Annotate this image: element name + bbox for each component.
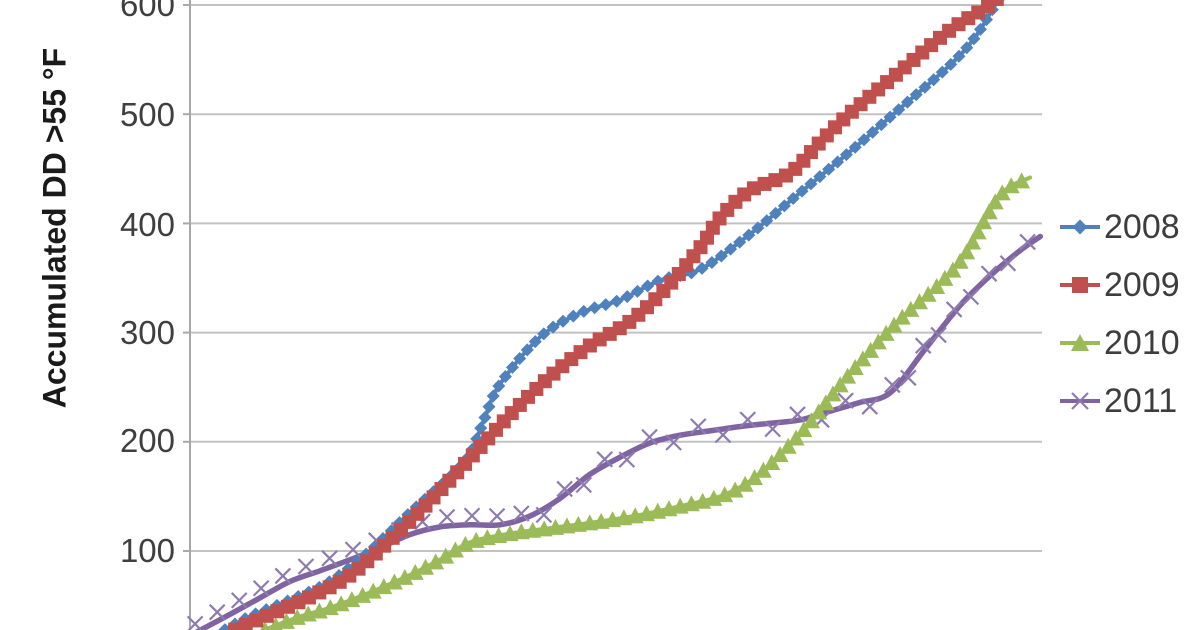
legend-item-2011: 2011 [1058, 372, 1180, 430]
legend-item-label: 2008 [1104, 207, 1180, 246]
triangle-marker-icon [1060, 334, 1100, 351]
legend-item-label: 2011 [1104, 381, 1178, 420]
series-2009 [228, 0, 1004, 630]
y-tick-300: 300 [119, 314, 175, 351]
x-marker-icon [1060, 392, 1100, 410]
legend: 2008 2009 2010 2011 [1058, 198, 1180, 430]
gridlines [183, 4, 1042, 552]
series-2011 [186, 233, 1044, 630]
square-marker-icon [1060, 277, 1100, 293]
y-tick-100: 100 [119, 532, 175, 569]
y-tick-600: 600 [119, 0, 175, 23]
y-tick-400: 400 [119, 206, 175, 243]
series-2010 [260, 172, 1033, 630]
diamond-marker-icon [1060, 219, 1100, 235]
legend-item-2010: 2010 [1058, 314, 1180, 372]
legend-item-2009: 2009 [1058, 256, 1180, 314]
legend-item-2008: 2008 [1058, 198, 1180, 256]
series-2008 [218, 0, 1005, 630]
legend-item-label: 2010 [1104, 323, 1180, 362]
y-tick-200: 200 [119, 422, 175, 459]
y-tick-500: 500 [119, 96, 175, 133]
legend-item-label: 2009 [1104, 265, 1180, 304]
